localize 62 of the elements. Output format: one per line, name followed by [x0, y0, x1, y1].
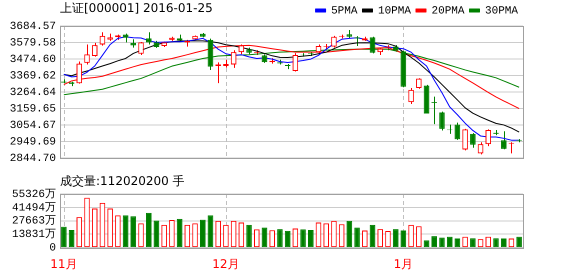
x-tick-label: 1月: [394, 256, 414, 271]
bar: [61, 226, 67, 248]
y-tick-label: 0: [49, 242, 56, 255]
y-tick-label: 27663万: [12, 214, 56, 228]
chart-title: 成交量:112020200 手: [60, 174, 185, 188]
bar: [354, 228, 360, 248]
candlestick: [146, 32, 152, 45]
candlestick: [84, 44, 90, 65]
bar: [208, 215, 214, 248]
candlestick: [138, 41, 144, 56]
bar: [277, 229, 283, 248]
y-tick-label: 3159.65: [10, 103, 56, 116]
x-tick-label: 11月: [50, 256, 78, 271]
bar: [431, 236, 438, 248]
bar: [154, 220, 160, 248]
candlestick: [454, 122, 460, 140]
bar: [439, 238, 445, 248]
bar: [346, 220, 352, 248]
y-tick-label: 3684.57: [10, 20, 56, 33]
legend-label: 30PMA: [484, 5, 518, 18]
bar: [300, 229, 306, 248]
candlestick: [230, 50, 236, 68]
legend-label: 5PMA: [331, 5, 358, 18]
bar: [308, 230, 314, 248]
bar: [262, 228, 268, 248]
y-tick-label: 3474.60: [10, 54, 56, 66]
bar: [246, 224, 252, 248]
bar: [122, 215, 128, 248]
bar: [176, 218, 182, 248]
y-tick-label: 3054.67: [10, 120, 56, 132]
bar: [446, 236, 452, 248]
bar: [130, 216, 136, 248]
y-tick-label: 2949.69: [10, 136, 56, 148]
y-tick-label: 3579.58: [10, 37, 56, 50]
y-tick-label: 13831万: [12, 228, 56, 242]
candlestick: [478, 142, 484, 155]
chart-title: 上证[000001] 2016-01-25: [60, 1, 213, 15]
y-tick-label: 41494万: [12, 201, 56, 214]
y-tick-label: 55326万: [12, 188, 56, 201]
candlestick: [76, 60, 82, 84]
legend-label: 20PMA: [431, 5, 465, 18]
bar: [68, 230, 74, 248]
y-tick-label: 3369.62: [10, 70, 56, 82]
candlestick: [408, 88, 414, 105]
bar: [284, 230, 290, 248]
candlestick: [470, 132, 476, 148]
x-tick-label: 12月: [212, 256, 240, 271]
legend-label: 10PMA: [378, 5, 412, 18]
bar: [400, 230, 406, 248]
bar: [392, 229, 398, 248]
candlestick: [462, 128, 468, 151]
candlestick: [439, 111, 445, 131]
bar: [516, 236, 522, 248]
candlestick: [331, 35, 337, 48]
y-tick-label: 3264.64: [10, 86, 56, 99]
bar: [200, 220, 206, 248]
candlestick: [292, 52, 298, 72]
bar: [370, 224, 376, 248]
bar: [146, 212, 152, 248]
candlestick: [485, 128, 492, 147]
y-tick-label: 2844.70: [10, 152, 56, 165]
candlestick: [92, 42, 98, 58]
